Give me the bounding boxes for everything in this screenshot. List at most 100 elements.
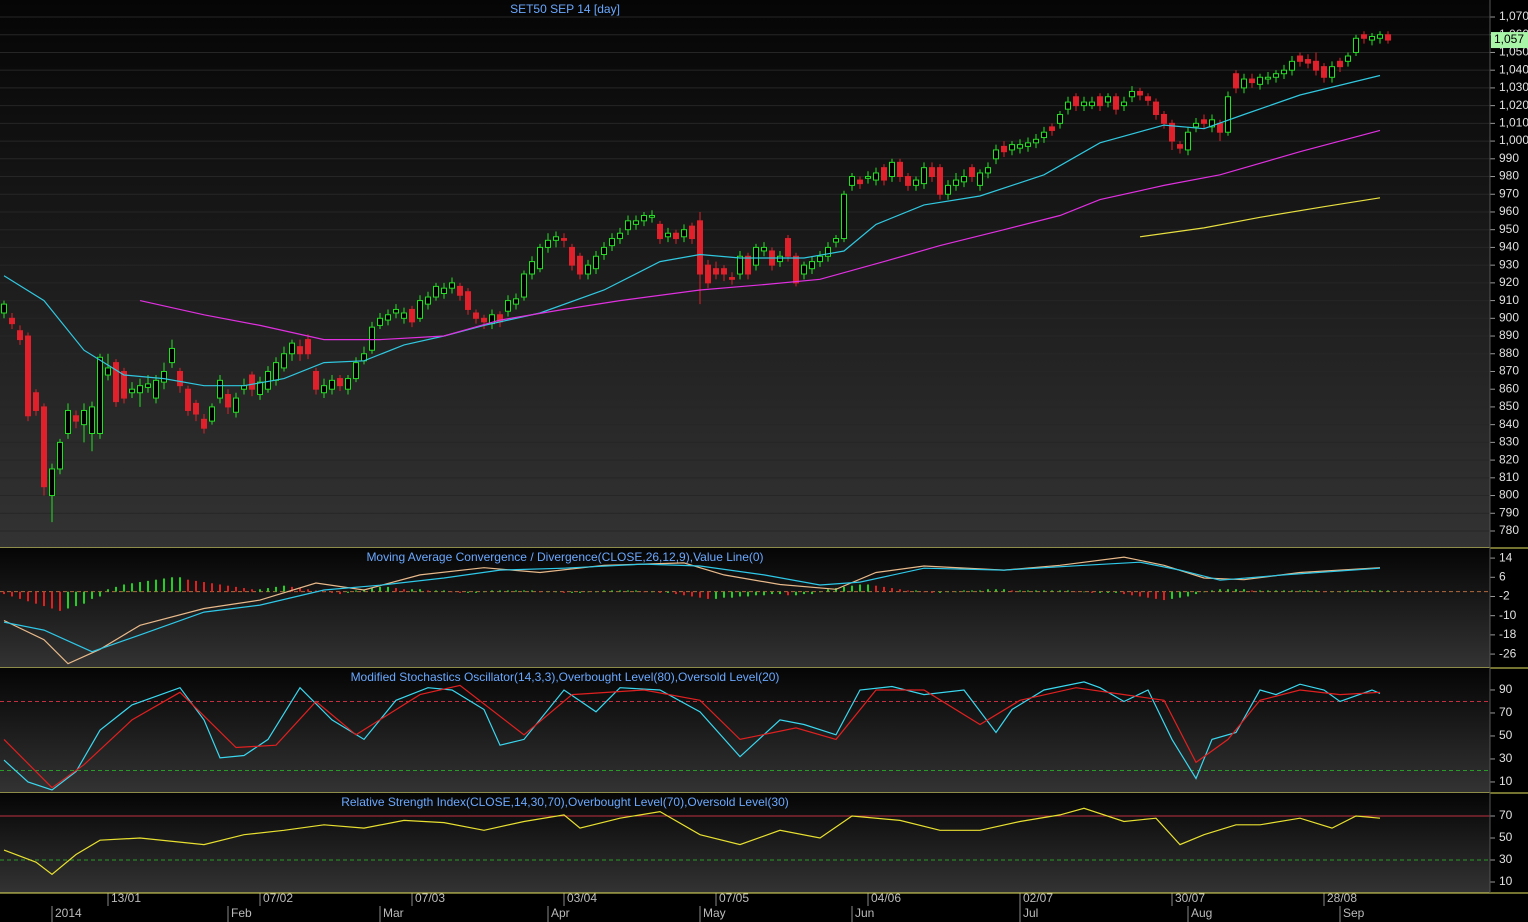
candle-body (857, 179, 863, 185)
candle-body (393, 308, 399, 314)
histogram-bar (75, 591, 77, 607)
x-tick-label: 28/08 (1327, 891, 1357, 905)
y-tick-label: 1,070 (1499, 9, 1528, 23)
histogram-bar (283, 585, 285, 592)
histogram-bar (123, 584, 125, 592)
candle-body (145, 383, 151, 388)
histogram-bar (1091, 591, 1093, 593)
candle-body (889, 161, 895, 178)
candle-body (329, 379, 335, 390)
histogram-bar (307, 589, 309, 592)
candle-body (1145, 96, 1151, 101)
histogram-bar (91, 591, 93, 599)
histogram-bar (347, 591, 349, 593)
candle-body (1129, 90, 1135, 98)
histogram-bar (523, 590, 525, 592)
histogram-bar (1027, 590, 1029, 592)
candle-body (569, 246, 575, 266)
y-tick-label: 850 (1499, 399, 1519, 413)
histogram-bar (227, 585, 229, 592)
candle-body (441, 287, 447, 294)
histogram-bar (739, 591, 741, 597)
histogram-bar (403, 589, 405, 592)
histogram-bar (1331, 591, 1333, 593)
histogram-bar (1139, 591, 1141, 597)
histogram-bar (987, 589, 989, 592)
histogram-bar (1219, 589, 1221, 592)
y-tick-label: 14 (1499, 550, 1513, 564)
histogram-bar (1035, 590, 1037, 592)
y-tick-label: 1,040 (1499, 62, 1528, 76)
candle-body (305, 339, 311, 355)
candle-body (1361, 34, 1367, 39)
candle-body (1041, 131, 1047, 139)
histogram-bar (1275, 590, 1277, 592)
y-tick-label: 960 (1499, 204, 1519, 218)
candle-body (649, 215, 655, 218)
histogram-bar (955, 591, 957, 593)
histogram-bar (83, 591, 85, 604)
candle-body (1297, 55, 1303, 62)
last-price-label: 1,057 (1494, 32, 1524, 46)
candle-body (833, 238, 839, 243)
candle-body (153, 379, 159, 399)
x-tick-label: 07/03 (415, 891, 445, 905)
histogram-bar (331, 591, 333, 593)
y-tick-label: -2 (1499, 589, 1510, 603)
histogram-bar (1075, 591, 1077, 593)
panel-title: Modified Stochastics Oscillator(14,3,3),… (351, 670, 780, 684)
histogram-bar (1339, 591, 1341, 593)
candle-body (1305, 59, 1311, 64)
histogram-bar (1299, 590, 1301, 592)
histogram-bar (763, 591, 765, 596)
histogram-bar (371, 588, 373, 592)
y-tick-label: -26 (1499, 646, 1517, 660)
candle-body (825, 246, 831, 257)
histogram-bar (803, 591, 805, 595)
histogram-bar (579, 591, 581, 593)
candle-body (1097, 96, 1103, 107)
candle-body (513, 298, 519, 305)
candle-body (553, 236, 559, 241)
indicator-line (3, 556, 1381, 665)
x-major-tick-label: Mar (383, 906, 404, 920)
histogram-bar (195, 580, 197, 592)
candle-body (873, 172, 879, 181)
candle-body (1065, 101, 1071, 110)
candle-body (673, 232, 679, 240)
candle-body (49, 468, 55, 497)
candle-body (25, 335, 31, 417)
histogram-bar (1251, 590, 1253, 592)
histogram-bar (243, 588, 245, 592)
histogram-bar (1291, 590, 1293, 592)
candle-body (1313, 60, 1319, 71)
candle-body (593, 255, 599, 270)
candle-body (689, 225, 695, 240)
candle-body (353, 362, 359, 380)
candle-body (1265, 76, 1271, 80)
candle-body (425, 296, 431, 305)
histogram-bar (1227, 589, 1229, 592)
histogram-bar (235, 586, 237, 592)
histogram-bar (379, 586, 381, 592)
histogram-bar (275, 586, 277, 592)
histogram-bar (859, 584, 861, 592)
candle-body (841, 193, 847, 240)
histogram-bar (219, 584, 221, 592)
candle-body (913, 179, 919, 186)
histogram-bar (667, 591, 669, 593)
histogram-bar (747, 591, 749, 597)
histogram-bar (1123, 591, 1125, 595)
histogram-bar (603, 590, 605, 592)
candle-body (345, 378, 351, 390)
candle-body (201, 418, 207, 429)
candle-body (561, 238, 567, 241)
candle-body (865, 176, 871, 179)
histogram-bar (1315, 590, 1317, 592)
histogram-bar (1043, 590, 1045, 592)
candle-body (193, 402, 199, 415)
candle-body (849, 176, 855, 186)
histogram-bar (1179, 591, 1181, 598)
histogram-bar (491, 590, 493, 592)
histogram-bar (251, 589, 253, 592)
